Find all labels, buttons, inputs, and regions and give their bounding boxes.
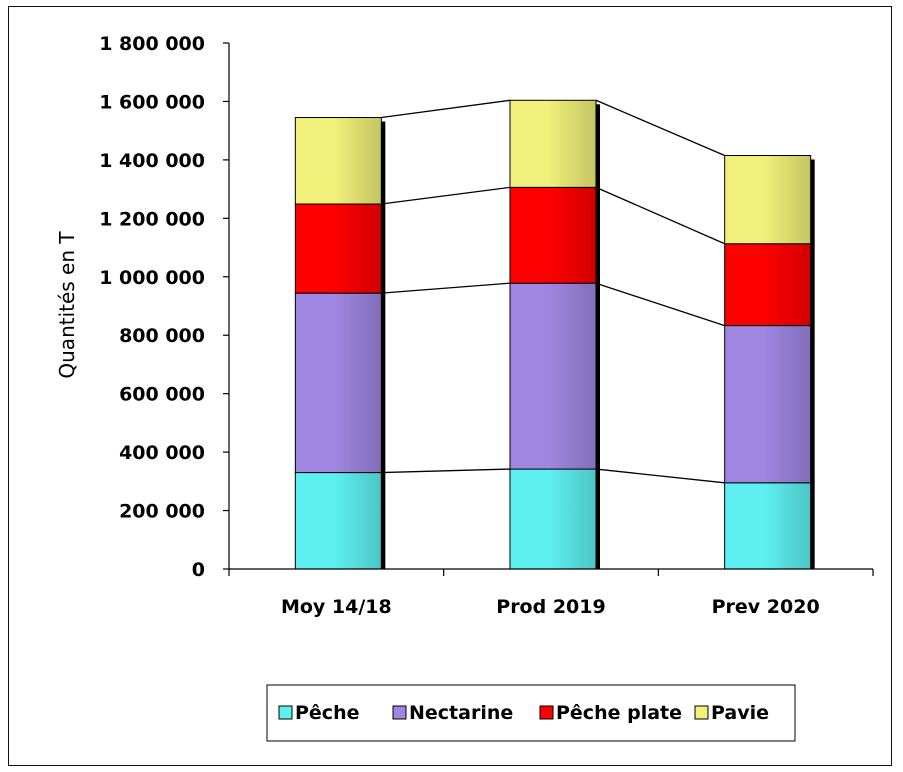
legend-swatch [392, 705, 407, 720]
category-label: Moy 14/18 [281, 596, 392, 618]
bar-segment [509, 186, 597, 284]
y-tick-label: 1 200 000 [99, 208, 205, 230]
axes-layer: 0 200 000 400 000 600 000 800 000 1 000 000 1 … [99, 33, 874, 618]
legend-swatch [278, 705, 293, 720]
y-tick-label: 0 [192, 559, 205, 581]
bar-segment [294, 117, 382, 205]
connector-line [595, 282, 725, 327]
connector-line [595, 186, 725, 245]
y-tick-label: 200 000 [119, 501, 205, 523]
bar-segment [294, 292, 382, 474]
legend-swatch [694, 705, 709, 720]
y-tick-label: 600 000 [119, 384, 205, 406]
y-tick-label: 800 000 [119, 325, 205, 347]
connector-line [595, 468, 725, 484]
legend-label: Pavie [711, 702, 769, 724]
bar-segment [294, 472, 382, 570]
y-tick-label: 400 000 [119, 442, 205, 464]
bar-segment [509, 99, 597, 188]
bar-segment [724, 155, 812, 245]
connector-line [381, 468, 511, 474]
legend-label: Pêche [295, 702, 360, 724]
category-label: Prev 2020 [712, 596, 820, 618]
bar-segment [509, 282, 597, 470]
connector-line [595, 99, 725, 157]
bar-segment [724, 325, 812, 484]
connector-line [381, 99, 511, 119]
y-axis-label: Quantités en T [55, 231, 79, 379]
bar-segment [294, 203, 382, 294]
connector-line [381, 282, 511, 294]
legend-label: Pêche plate [556, 702, 682, 724]
connector-line [381, 186, 511, 205]
bar-segment [724, 243, 812, 327]
series-connector-lines [381, 99, 725, 484]
legend-swatch [539, 705, 554, 720]
legend-label: Nectarine [409, 702, 513, 724]
category-label: Prod 2019 [496, 596, 605, 618]
legend: Pêche Nectarine Pêche plate Pavie [266, 684, 796, 742]
y-tick-label: 1 000 000 [99, 267, 205, 289]
bars-layer [294, 99, 815, 570]
bar-segment [509, 468, 597, 570]
y-tick-label: 1 600 000 [99, 91, 205, 113]
bar-segment [724, 482, 812, 570]
y-tick-label: 1 400 000 [99, 150, 205, 172]
y-tick-label: 1 800 000 [99, 33, 205, 55]
